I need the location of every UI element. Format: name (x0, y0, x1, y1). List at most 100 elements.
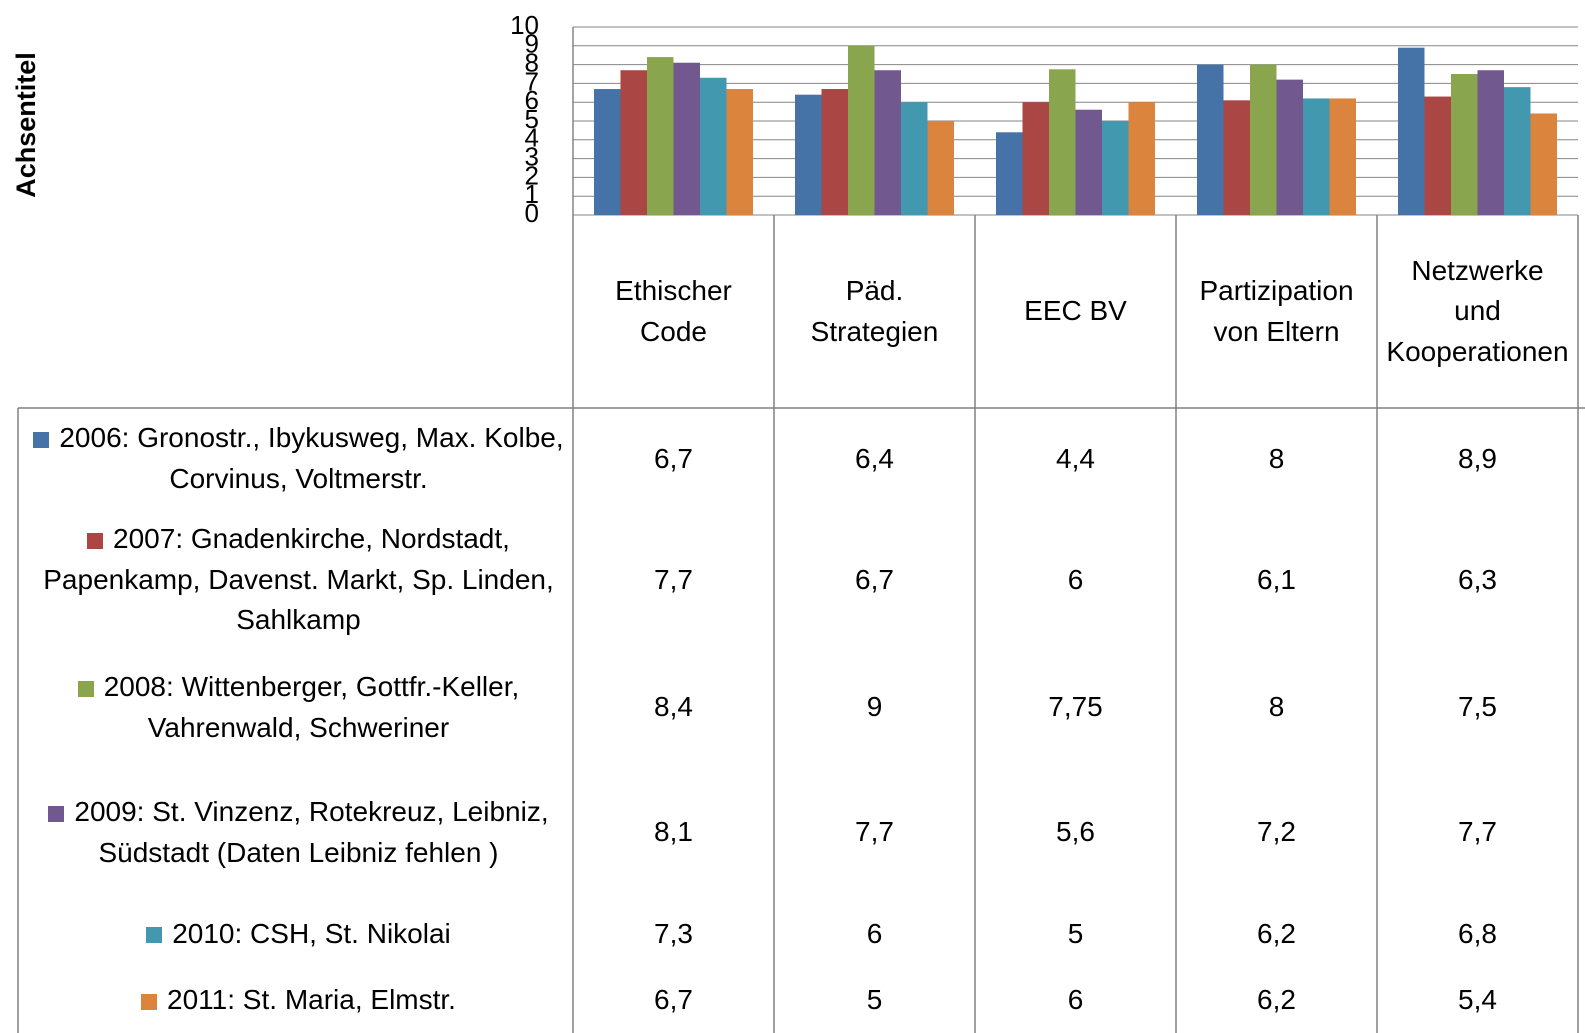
legend-text-wrap: 2006: Gronostr., Ibykusweg, Max. Kolbe, … (30, 418, 567, 499)
data-label: 7,75 (1048, 691, 1103, 723)
legend-label: 2011: St. Maria, Elmstr. (167, 984, 456, 1016)
bar (1329, 98, 1356, 215)
data-label: 9 (866, 691, 883, 723)
legend-entry: 2006: Gronostr., Ibykusweg, Max. Kolbe, … (18, 408, 573, 510)
legend-label: 2008: Wittenberger, Gottfr.-Keller, Vahr… (103, 670, 520, 743)
bar (901, 102, 928, 215)
legend-swatch (141, 993, 158, 1010)
data-label: 7,7 (1458, 816, 1497, 848)
bar (1530, 113, 1557, 215)
y-tick-label: 7 (525, 66, 539, 96)
legend-swatch (146, 927, 163, 944)
legend-text-wrap: 2010: CSH, St. Nikolai (146, 914, 451, 955)
bar (1075, 109, 1102, 215)
y-tick-label: 4 (525, 123, 539, 153)
bar (673, 62, 700, 215)
y-tick-label: 0 (525, 198, 539, 228)
legend-text-wrap: 2008: Wittenberger, Gottfr.-Keller, Vahr… (30, 667, 567, 748)
bar (1250, 64, 1277, 215)
bar (1049, 69, 1076, 215)
legend-entry: 2011: St. Maria, Elmstr. (18, 968, 573, 1033)
data-label: 7,7 (654, 563, 693, 595)
bar (1223, 100, 1250, 215)
bar (620, 70, 647, 216)
legend-entry: 2008: Wittenberger, Gottfr.-Keller, Vahr… (18, 650, 573, 765)
bar (1477, 70, 1504, 216)
bar (1128, 102, 1155, 215)
data-label: 8,9 (1458, 442, 1497, 474)
bar (647, 57, 674, 215)
data-label: 5 (1067, 917, 1084, 949)
bar (795, 94, 822, 215)
x-tick-label: Netzwerke und Kooperationen (1386, 254, 1569, 367)
data-label: 6,4 (855, 442, 894, 474)
bar (848, 45, 875, 215)
legend-text-wrap: 2009: St. Vinzenz, Rotekreuz, Leibniz, S… (30, 792, 567, 873)
bar (1022, 102, 1049, 215)
y-axis-title: Achsentitel (11, 52, 41, 198)
legend-text-wrap: 2011: St. Maria, Elmstr. (141, 980, 456, 1021)
data-label: 6,3 (1458, 563, 1497, 595)
y-tick-label: 1 (525, 179, 539, 209)
y-tick-label: 8 (525, 47, 539, 77)
x-tick-label: Päd. Strategien (810, 274, 939, 347)
data-label: 7,5 (1458, 691, 1497, 723)
data-label: 5,4 (1458, 984, 1497, 1016)
data-label: 5,6 (1056, 816, 1095, 848)
bar (1451, 74, 1478, 215)
legend-swatch (87, 532, 104, 549)
bar (821, 89, 848, 215)
bar (1398, 47, 1425, 216)
data-label: 6,1 (1257, 563, 1296, 595)
y-tick-label: 6 (525, 85, 539, 115)
data-label: 6,7 (654, 984, 693, 1016)
data-label: 8,1 (654, 816, 693, 848)
data-label: 8 (1268, 442, 1285, 474)
bar (1303, 98, 1330, 215)
y-tick-label: 3 (525, 141, 539, 171)
data-label: 6,7 (654, 442, 693, 474)
legend-swatch (77, 680, 94, 697)
data-label: 6,7 (855, 563, 894, 595)
bar (1276, 79, 1303, 215)
legend-entry: 2010: CSH, St. Nikolai (18, 900, 573, 968)
x-tick-label: EEC BV (1024, 295, 1127, 327)
bar (1424, 96, 1451, 215)
data-label: 8,4 (654, 691, 693, 723)
data-label: 6 (866, 917, 883, 949)
y-tick-label: 5 (525, 104, 539, 134)
legend-entry: 2007: Gnadenkirche, Nordstadt, Papenkamp… (18, 510, 573, 650)
data-label: 4,4 (1056, 442, 1095, 474)
legend-label: 2006: Gronostr., Ibykusweg, Max. Kolbe, … (59, 422, 564, 494)
legend-label: 2009: St. Vinzenz, Rotekreuz, Leibniz, S… (74, 795, 549, 868)
bar (1102, 121, 1129, 215)
x-tick-label: Partizipation von Eltern (1199, 274, 1354, 347)
data-label: 6,2 (1257, 917, 1296, 949)
data-label: 6 (1067, 984, 1084, 1016)
data-label: 7,7 (855, 816, 894, 848)
bar (1504, 87, 1531, 215)
bar (1197, 64, 1224, 215)
y-tick-label: 2 (525, 160, 539, 190)
legend-text-wrap: 2007: Gnadenkirche, Nordstadt, Papenkamp… (30, 519, 567, 641)
x-tick-label: Ethischer Code (615, 274, 732, 347)
legend-swatch (48, 805, 65, 822)
data-label: 7,2 (1257, 816, 1296, 848)
bar (726, 89, 753, 215)
legend-label: 2010: CSH, St. Nikolai (172, 917, 451, 949)
legend-entry: 2009: St. Vinzenz, Rotekreuz, Leibniz, S… (18, 765, 573, 900)
data-label: 6 (1067, 563, 1084, 595)
y-tick-label: 10 (510, 10, 539, 40)
bar (996, 132, 1023, 215)
data-label: 5 (866, 984, 883, 1016)
legend-label: 2007: Gnadenkirche, Nordstadt, Papenkamp… (43, 523, 554, 636)
bar (700, 77, 727, 215)
data-label: 7,3 (654, 917, 693, 949)
bar (927, 121, 954, 215)
data-label: 6,2 (1257, 984, 1296, 1016)
bar (594, 89, 621, 215)
y-tick-label: 9 (525, 29, 539, 59)
data-label: 6,8 (1458, 917, 1497, 949)
